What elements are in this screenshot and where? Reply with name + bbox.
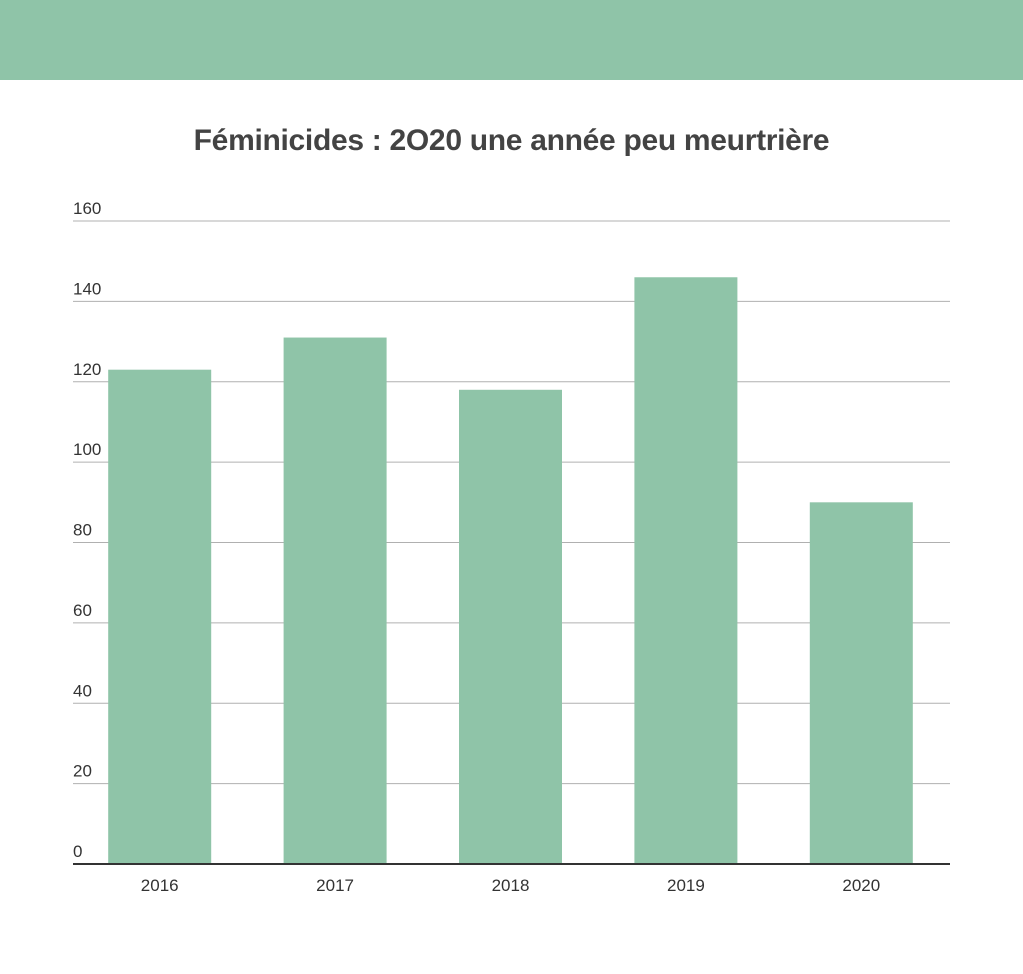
- y-tick-label: 160: [73, 199, 101, 218]
- x-tick-label: 2019: [667, 876, 705, 895]
- bar-2019: [634, 277, 738, 864]
- x-tick-label: 2020: [842, 876, 880, 895]
- x-tick-label: 2017: [316, 876, 354, 895]
- x-tick-label: 2018: [492, 876, 530, 895]
- y-tick-label: 0: [73, 842, 82, 861]
- bars: [108, 277, 913, 864]
- x-tick-label: 2016: [141, 876, 179, 895]
- x-axis-ticks: 2016 2017 2018 2019 2020: [141, 876, 880, 895]
- bar-2020: [809, 502, 913, 864]
- y-tick-label: 120: [73, 360, 101, 379]
- y-tick-label: 20: [73, 762, 92, 781]
- y-tick-label: 80: [73, 521, 92, 540]
- bar-2016: [108, 369, 212, 864]
- y-tick-label: 40: [73, 681, 92, 700]
- y-tick-label: 140: [73, 279, 101, 298]
- bar-2018: [459, 389, 562, 864]
- header-band: [0, 0, 1023, 80]
- y-axis-ticks: 0 20 40 60 80 100 120 140 160: [73, 199, 101, 861]
- y-tick-label: 100: [73, 440, 101, 459]
- y-tick-label: 60: [73, 601, 92, 620]
- chart-title: Féminicides : 2O20 une année peu meurtri…: [193, 124, 830, 157]
- bar-2017: [283, 337, 387, 864]
